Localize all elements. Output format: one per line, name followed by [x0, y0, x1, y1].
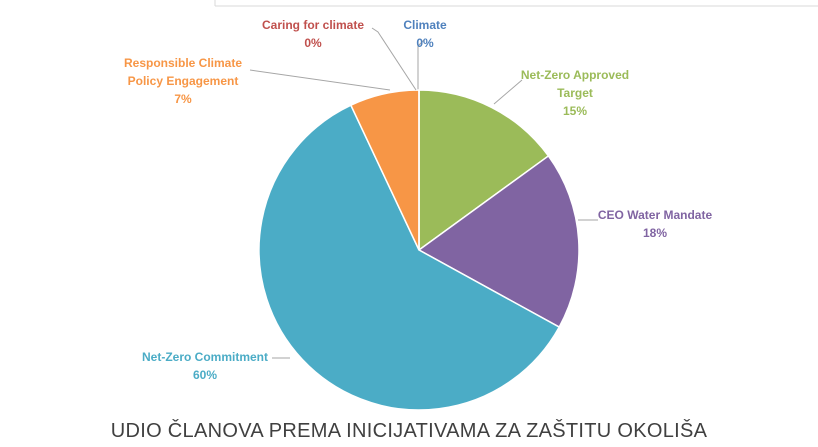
- slice-name: Climate: [403, 18, 447, 32]
- pie-slice: [417, 154, 580, 329]
- slice-name: Net-Zero Commitment: [141, 350, 268, 364]
- chart-title: UDIO ČLANOVA PREMA INICIJATIVAMA ZA ZAŠT…: [110, 420, 708, 442]
- slice-name: Responsible Climate Policy Engagement: [123, 56, 243, 88]
- slice-value: 18%: [642, 226, 668, 240]
- slice-name: Net-Zero Approved Target: [520, 68, 630, 100]
- leader-line: [493, 79, 523, 105]
- slice-label: Net-Zero Commitment 60%: [130, 348, 280, 384]
- leader-line: [371, 27, 417, 91]
- slice-label: Climate 0%: [385, 16, 465, 52]
- slice-value: 7%: [174, 92, 192, 106]
- slice-label: CEO Water Mandate 18%: [595, 206, 715, 242]
- pie-slice: [418, 89, 550, 252]
- slice-name: Caring for climate: [261, 18, 365, 32]
- slice-value: 60%: [192, 368, 218, 382]
- slice-value: 0%: [416, 36, 434, 50]
- slice-label: Net-Zero Approved Target 15%: [515, 66, 635, 120]
- slice-name: CEO Water Mandate: [597, 208, 713, 222]
- slice-label: Responsible Climate Policy Engagement 7%: [108, 54, 258, 108]
- pie-slice: [258, 104, 561, 411]
- leader-line: [417, 39, 425, 90]
- slice-value: 0%: [304, 36, 322, 50]
- leader-line: [249, 69, 391, 91]
- slice-label: Caring for climate 0%: [248, 16, 378, 52]
- slice-value: 15%: [562, 104, 588, 118]
